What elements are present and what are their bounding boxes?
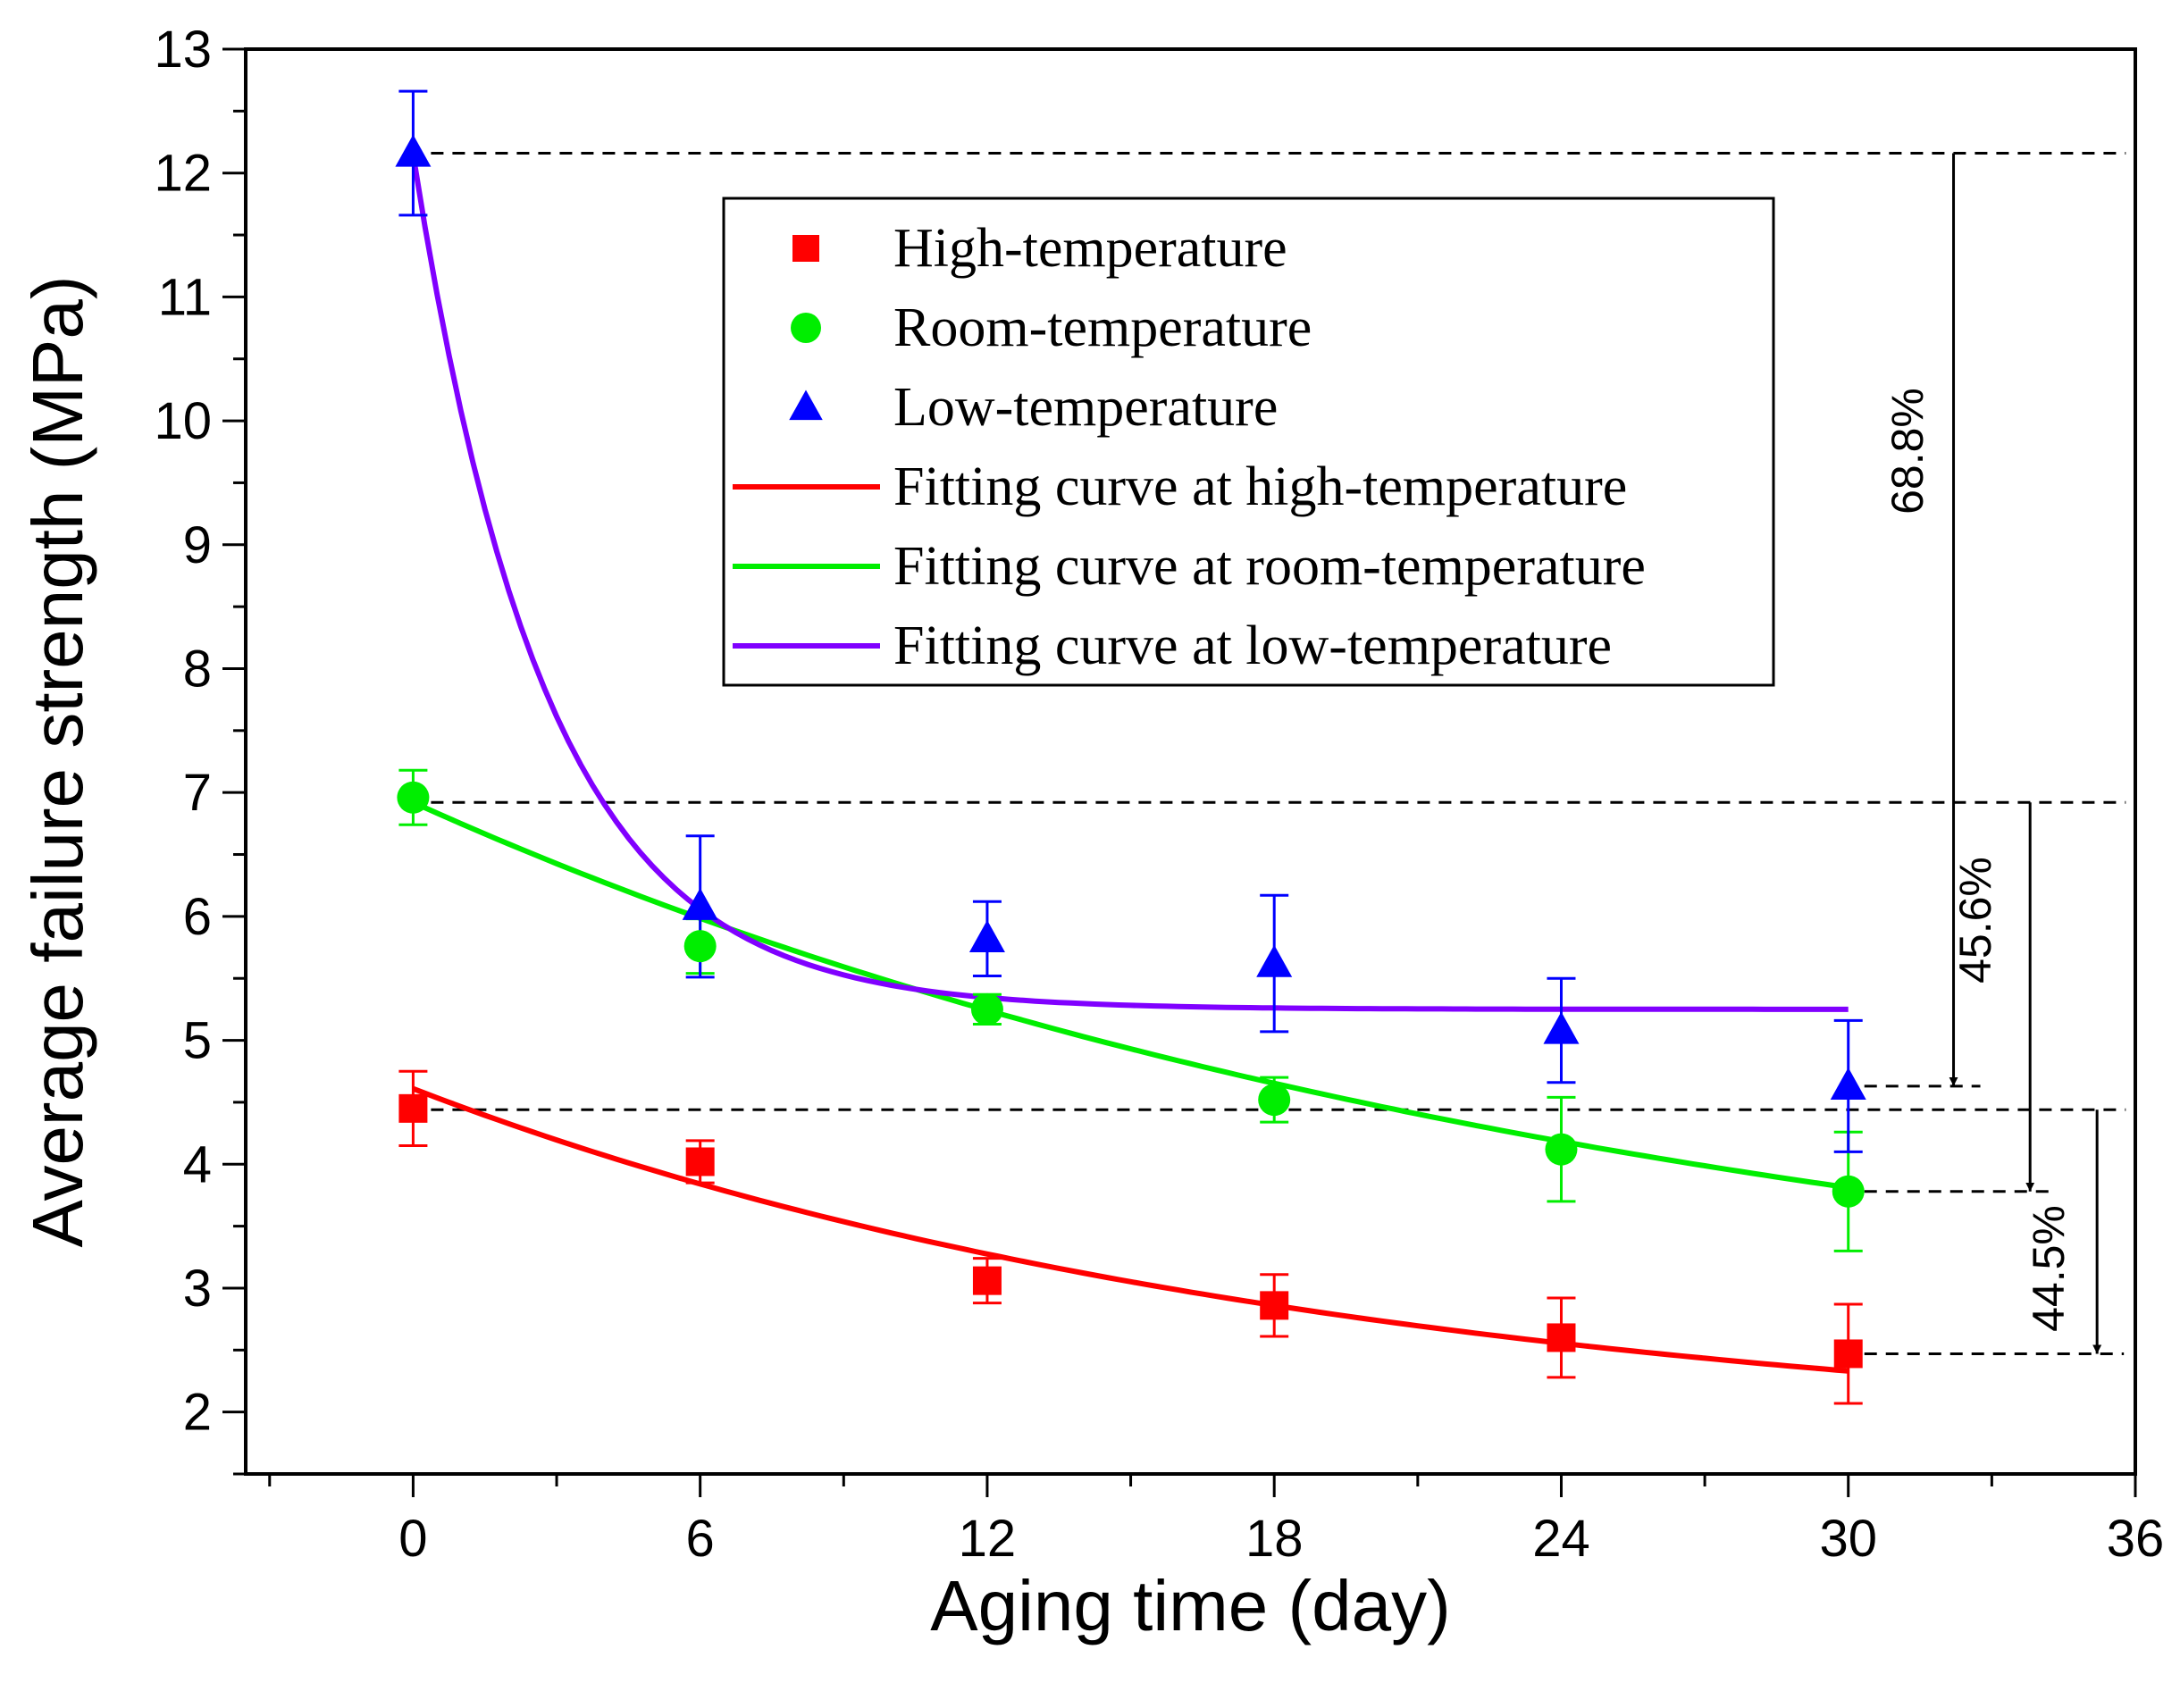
legend: High-temperature Room-temperature Low-temp… — [722, 197, 1775, 687]
square-marker — [1260, 1291, 1289, 1320]
legend-box — [722, 197, 1775, 687]
y-tick-label: 5 — [183, 1012, 212, 1070]
percent-label: 68.8% — [1882, 388, 1933, 515]
circle-marker — [970, 992, 1003, 1026]
legend-label: Room-temperature — [893, 297, 1312, 358]
y-tick-label: 3 — [183, 1260, 212, 1318]
y-tick-label: 12 — [154, 145, 212, 203]
triangle-marker — [968, 920, 1005, 952]
x-tick-label: 6 — [686, 1510, 715, 1568]
y-tick-label: 11 — [158, 268, 212, 326]
y-tick-label: 4 — [183, 1135, 212, 1193]
y-axis: 2 3 4 5 6 7 8 9 10 11 12 13 — [154, 21, 246, 1476]
y-tick-label: 13 — [154, 21, 212, 79]
circle-marker — [1832, 1175, 1865, 1208]
triangle-marker — [1830, 1068, 1866, 1101]
square-marker — [1833, 1339, 1863, 1369]
legend-label: Low-temperature — [893, 377, 1278, 438]
triangle-marker — [682, 887, 718, 920]
fit-curves — [410, 154, 1849, 1374]
square-marker — [972, 1266, 1002, 1295]
circle-marker — [683, 930, 717, 963]
circle-marker — [397, 781, 430, 814]
data-markers — [395, 134, 1866, 1369]
legend-label: Fitting curve at low-temperature — [893, 615, 1612, 676]
y-tick-label: 2 — [183, 1384, 212, 1442]
square-marker — [398, 1093, 428, 1123]
y-tick-label: 9 — [183, 516, 212, 574]
fit-curve — [412, 1085, 1849, 1374]
legend-label: High-temperature — [893, 218, 1287, 279]
square-marker — [792, 235, 819, 262]
circle-marker — [1545, 1133, 1578, 1166]
y-tick-label: 8 — [183, 640, 212, 698]
x-tick-label: 36 — [2107, 1510, 2165, 1568]
y-axis-title: Average failure strength (MPa) — [18, 276, 97, 1248]
triangle-marker — [789, 389, 823, 421]
circle-marker — [1258, 1084, 1291, 1117]
plot-frame — [244, 47, 2137, 1476]
y-tick-label: 7 — [183, 764, 212, 822]
triangle-marker — [1543, 1011, 1580, 1044]
y-tick-label: 10 — [154, 392, 212, 450]
x-tick-label: 24 — [1532, 1510, 1590, 1568]
legend-label: Fitting curve at room-temperature — [893, 536, 1646, 597]
x-tick-label: 30 — [1819, 1510, 1877, 1568]
legend-label: Fitting curve at high-temperature — [893, 456, 1627, 517]
triangle-marker — [1256, 944, 1293, 977]
x-tick-label: 12 — [959, 1510, 1017, 1568]
x-tick-label: 0 — [398, 1510, 427, 1568]
triangle-marker — [395, 134, 432, 167]
square-marker — [1547, 1323, 1576, 1352]
x-axis: 0 6 12 18 24 30 36 — [268, 1474, 2165, 1568]
percent-label: 44.5% — [2024, 1205, 2074, 1332]
y-tick-label: 6 — [183, 888, 212, 946]
percent-label: 45.6% — [1950, 857, 2000, 984]
x-axis-title: Aging time (day) — [930, 1566, 1450, 1645]
fit-curve — [412, 800, 1849, 1191]
x-tick-label: 18 — [1245, 1510, 1304, 1568]
fit-curve — [410, 154, 1849, 1012]
circle-marker — [791, 313, 821, 343]
square-marker — [685, 1147, 715, 1176]
annotation-labels: 68.8% 45.6% 44.5% — [1882, 388, 2074, 1332]
